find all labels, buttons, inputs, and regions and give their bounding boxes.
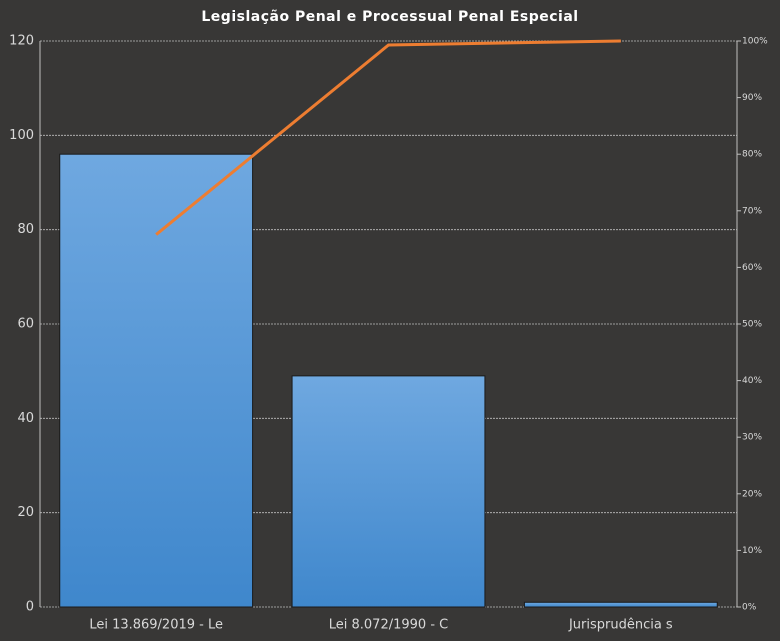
- y2-tick-label: 0%: [742, 603, 757, 613]
- y2-tick-label: 30%: [742, 433, 762, 443]
- y-tick-label: 120: [9, 34, 34, 49]
- x-tick-label: Lei 13.869/2019 - Le: [89, 618, 223, 633]
- y-tick-label: 20: [17, 505, 34, 520]
- chart-title: Legislação Penal e Processual Penal Espe…: [201, 9, 578, 25]
- line: [155, 39, 621, 236]
- y2-tick-label: 40%: [742, 376, 762, 386]
- x-tick-label: Lei 8.072/1990 - C: [329, 618, 448, 633]
- bar: [291, 375, 486, 608]
- y2-tick-label: 90%: [742, 93, 762, 103]
- y-tick-label: 100: [9, 128, 34, 143]
- bar: [523, 601, 718, 608]
- y-tick-label: 80: [17, 222, 34, 237]
- y2-tick-label: 100%: [742, 37, 768, 47]
- y2-tick-label: 50%: [742, 320, 762, 330]
- y-tick-label: 0: [26, 600, 34, 615]
- y2-tick-label: 60%: [742, 263, 762, 273]
- y2-tick-label: 10%: [742, 546, 762, 556]
- y-tick-label: 60: [17, 317, 34, 332]
- bar: [59, 153, 254, 608]
- y-tick-label: 40: [17, 411, 34, 426]
- y2-tick-label: 70%: [742, 206, 762, 216]
- x-tick-label: Jurisprudência s: [568, 618, 673, 633]
- y2-tick-label: 20%: [742, 489, 762, 499]
- y2-tick-label: 80%: [742, 150, 762, 160]
